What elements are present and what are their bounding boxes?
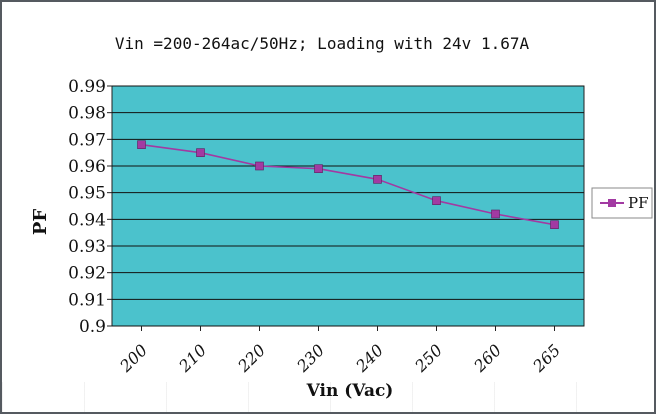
data-point[interactable] [314,164,323,173]
data-point[interactable] [196,148,205,157]
y-tick-label: 0.95 [68,184,106,204]
y-tick-label: 0.9 [79,317,106,337]
y-axis-label: PF [30,209,51,236]
y-tick-label: 0.94 [68,210,106,230]
x-tick-label: 240 [351,341,387,377]
legend-label: PF [628,194,649,212]
data-point[interactable] [373,175,382,184]
y-tick-label: 0.96 [68,157,106,177]
x-axis-label: Vin (Vac) [306,381,394,401]
series-line-pf [141,143,555,226]
legend-marker [608,199,616,207]
y-tick-label: 0.91 [68,290,106,310]
series-group [137,140,559,229]
chart-title: Vin =200-264ac/50Hz; Loading with 24v 1.… [115,34,530,53]
data-point[interactable] [432,196,441,205]
y-tick-label: 0.92 [68,264,106,284]
x-tick-label: 210 [174,341,210,377]
x-axis-ticks: 200 210 220 230 240 250 260 265 [115,326,564,376]
x-tick-label: 200 [115,341,151,377]
y-axis-ticks: 0.9 0.91 0.92 0.93 0.94 0.95 0.96 0.97 0.98 0.99 [68,77,112,337]
x-tick-label: 260 [469,341,505,377]
y-tick-label: 0.93 [68,237,106,257]
x-tick-label: 220 [233,341,269,377]
y-tick-label: 0.99 [68,77,106,97]
y-tick-label: 0.97 [68,130,106,150]
data-point[interactable] [255,161,264,171]
data-point[interactable] [550,220,559,229]
legend[interactable]: PF [591,187,653,219]
data-point[interactable] [137,140,146,149]
plot-area [111,85,585,327]
x-tick-label: 250 [410,341,446,377]
data-point[interactable] [491,209,500,219]
x-tick-label: 230 [292,341,328,377]
gridlines [112,85,584,327]
y-tick-label: 0.98 [68,104,106,124]
x-tick-label: 265 [528,341,564,377]
